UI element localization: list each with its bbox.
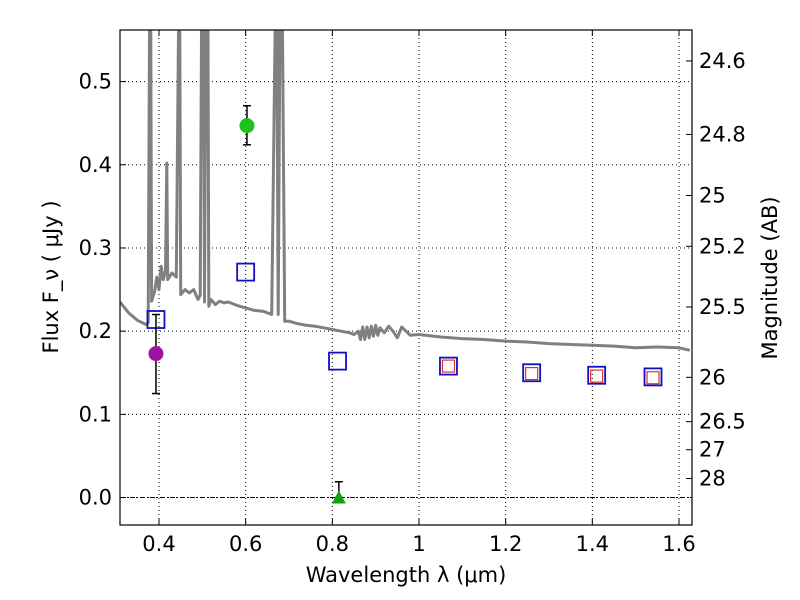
circle-marker bbox=[148, 346, 164, 362]
ticks: 0.4 0.6 0.8 1 1.2 1.4 1.6 0.0 0.1 0.2 0.3 0.4 0.5 24.… bbox=[79, 30, 746, 556]
photometry-markers bbox=[146, 104, 663, 504]
y2-tick-label: 28 bbox=[699, 466, 726, 490]
y-tick-label: 0.5 bbox=[79, 70, 112, 94]
open-square-marker bbox=[587, 365, 607, 385]
plot-background bbox=[120, 30, 692, 525]
y2-tick-label: 26 bbox=[699, 365, 726, 389]
y2-tick-label: 27 bbox=[699, 438, 726, 462]
plot-frame bbox=[119, 29, 693, 526]
x-tick-label: 1.4 bbox=[576, 532, 609, 556]
y2-tick-label: 24.8 bbox=[699, 122, 746, 146]
small-open-square-marker bbox=[590, 369, 604, 383]
sed-model-line bbox=[120, 30, 691, 352]
small-open-square-marker bbox=[441, 359, 456, 373]
x-tick-label: 1 bbox=[412, 532, 425, 556]
x-tick-label: 0.6 bbox=[229, 532, 262, 556]
small-open-square-marker bbox=[646, 371, 660, 385]
x-axis-label: Wavelength λ (μm) bbox=[306, 563, 507, 587]
y2-axis-label: Magnitude (AB) bbox=[758, 196, 782, 359]
y2-tick-label: 25 bbox=[699, 183, 726, 207]
y-tick-label: 0.3 bbox=[79, 236, 112, 260]
open-square-marker bbox=[439, 356, 458, 376]
y2-tick-label: 25.2 bbox=[699, 234, 746, 258]
triangle-marker bbox=[331, 490, 346, 504]
x-tick-label: 1.6 bbox=[662, 532, 695, 556]
sed-model-curve bbox=[120, 30, 691, 352]
open-square-marker bbox=[643, 367, 663, 387]
y-tick-label: 0.2 bbox=[79, 319, 112, 343]
open-square-marker bbox=[236, 262, 256, 282]
x-tick-label: 0.4 bbox=[142, 532, 175, 556]
y-tick-label: 0.1 bbox=[79, 402, 112, 426]
small-open-square-marker bbox=[525, 366, 539, 381]
x-tick-label: 0.8 bbox=[316, 532, 349, 556]
y-tick-label: 0.4 bbox=[79, 153, 112, 177]
circle-marker bbox=[239, 118, 255, 134]
y-axis-label: Flux F_ν ( μJy ) bbox=[39, 200, 64, 353]
y2-tick-label: 24.6 bbox=[699, 49, 746, 73]
grid bbox=[120, 30, 692, 525]
y-tick-label: 0.0 bbox=[79, 486, 112, 510]
y2-tick-label: 25.5 bbox=[699, 295, 746, 319]
open-square-marker bbox=[522, 363, 542, 383]
open-square-marker bbox=[328, 351, 347, 371]
y2-tick-label: 26.5 bbox=[699, 410, 746, 434]
x-tick-label: 1.2 bbox=[489, 532, 522, 556]
